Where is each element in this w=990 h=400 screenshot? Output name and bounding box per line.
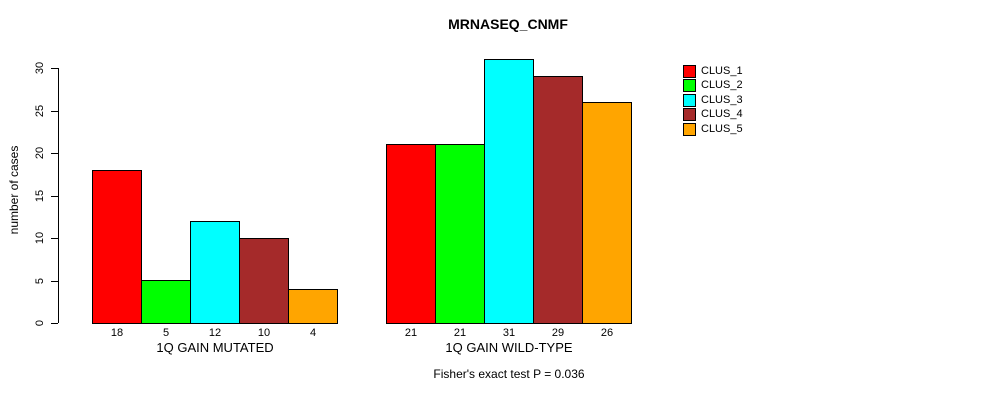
y-axis-tick-label: 10 [34, 231, 46, 245]
legend-label: CLUS_4 [701, 108, 743, 121]
y-axis-tick-label: 20 [34, 146, 46, 160]
footnote: Fisher's exact test P = 0.036 [433, 367, 585, 381]
y-axis-tick-label: 15 [34, 189, 46, 203]
y-axis-tick [51, 323, 58, 324]
bar-value-label: 21 [453, 327, 467, 339]
y-axis-tick [51, 238, 58, 239]
bar-value-label: 4 [309, 327, 317, 339]
x-group-label: 1Q GAIN WILD-TYPE [445, 340, 573, 355]
bar-clus_5-group2 [582, 102, 632, 324]
y-axis-tick [51, 68, 58, 69]
y-axis-tick-label: 25 [34, 104, 46, 118]
y-axis-tick-label: 30 [34, 61, 46, 75]
bar-clus_4-group1 [239, 238, 289, 324]
bar-value-label: 12 [208, 327, 222, 339]
bar-value-label: 18 [110, 327, 124, 339]
bar-value-label: 21 [404, 327, 418, 339]
bar-value-label: 26 [600, 327, 614, 339]
legend-swatch-clus_2 [683, 79, 696, 93]
y-axis-tick [51, 196, 58, 197]
y-axis-tick [51, 281, 58, 282]
bar-clus_1-group2 [386, 144, 436, 324]
bar-clus_2-group2 [435, 144, 485, 324]
legend-label: CLUS_2 [701, 79, 743, 92]
legend-label: CLUS_5 [701, 122, 743, 135]
legend-swatch-clus_5 [683, 122, 696, 136]
y-axis-tick [51, 111, 58, 112]
bar-value-label: 10 [257, 327, 271, 339]
legend-label: CLUS_1 [701, 65, 743, 77]
bar-clus_1-group1 [92, 170, 142, 324]
bar-value-label: 5 [162, 327, 170, 339]
legend-swatch-clus_4 [683, 108, 696, 122]
bar-value-label: 29 [551, 327, 565, 339]
bar-clus_2-group1 [141, 280, 191, 324]
bar-value-label: 31 [502, 327, 516, 339]
bar-clus_3-group2 [484, 59, 534, 324]
legend-swatch-clus_1 [683, 65, 696, 78]
y-axis-label: number of cases [7, 145, 21, 235]
y-axis-tick [51, 153, 58, 154]
bar-clus_3-group1 [190, 221, 240, 324]
y-axis-tick-label: 5 [34, 277, 46, 285]
chart-title: MRNASEQ_CNMF [448, 16, 568, 32]
legend-label: CLUS_3 [701, 93, 743, 106]
bar-clus_4-group2 [533, 76, 583, 324]
y-axis-tick-label: 0 [34, 319, 46, 327]
legend-swatch-clus_3 [683, 93, 696, 107]
x-group-label: 1Q GAIN MUTATED [156, 340, 274, 355]
y-axis-line [58, 68, 59, 323]
bar-clus_5-group1 [288, 289, 338, 324]
